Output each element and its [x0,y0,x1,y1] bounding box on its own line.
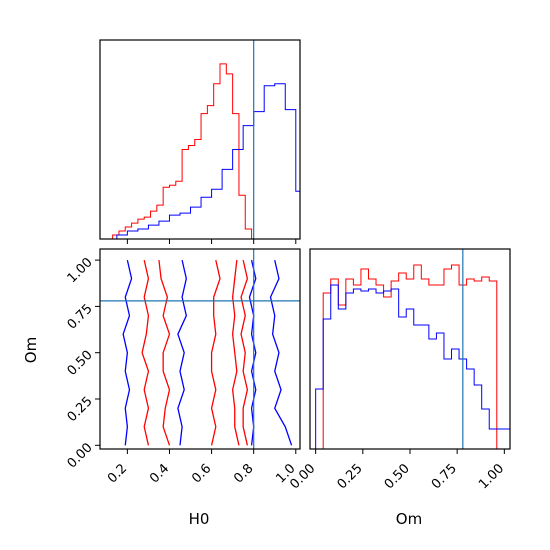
x-axis-label-h0: H0 [189,510,210,528]
h0-tick-label-1: 0.4 [147,461,172,486]
contour-series-1-line-2 [248,259,257,446]
om-x-tick-label-4: 1.00 [476,461,507,492]
h0-om-joint-panel: 0.2 0.4 0.6 0.8 1.00.000.250.500.751.00 [65,248,301,486]
om-tick-label-1: 0.25 [65,394,96,425]
contour-series-0-line-1 [158,260,171,446]
om-x-tick-label-3: 0.75 [429,461,460,492]
om-marginal-frame [309,248,511,450]
om-tick-label-4: 1.00 [65,255,96,286]
om-tick-label-0: 0.00 [65,440,96,471]
om-hist-series-1 [315,284,511,449]
contour-series-0-line-3 [231,260,240,446]
contour-series-1-line-0 [122,259,133,446]
h0-tick-label-2: 0.6 [189,461,214,486]
om-tick-label-3: 0.75 [65,301,96,332]
contour-series-1-line-1 [177,259,187,446]
om-tick-label-2: 0.50 [65,348,96,379]
om-hist-series-0 [315,264,505,450]
y-axis-label-om: Om [22,337,40,363]
contour-series-0-line-2 [210,259,221,446]
om-x-tick-label-2: 0.50 [382,461,413,492]
x-axis-label-om: Om [396,510,422,528]
h0-tick-label-3: 0.8 [231,461,256,486]
h0-marginal-panel [99,39,301,244]
contour-series-0-line-4 [240,259,249,446]
contour-series-1-line-3 [269,259,293,446]
om-x-tick-label-1: 0.25 [335,461,366,492]
joint-frame [99,248,301,450]
h0-tick-label-0: 0.2 [105,461,130,486]
om-marginal-panel: 0.00 0.25 0.50 0.75 1.00 [287,248,511,492]
h0-hist-series-0 [112,63,253,239]
contour-series-0-line-0 [141,259,150,446]
h0-marginal-frame [99,39,301,240]
h0-hist-series-1 [116,83,301,239]
